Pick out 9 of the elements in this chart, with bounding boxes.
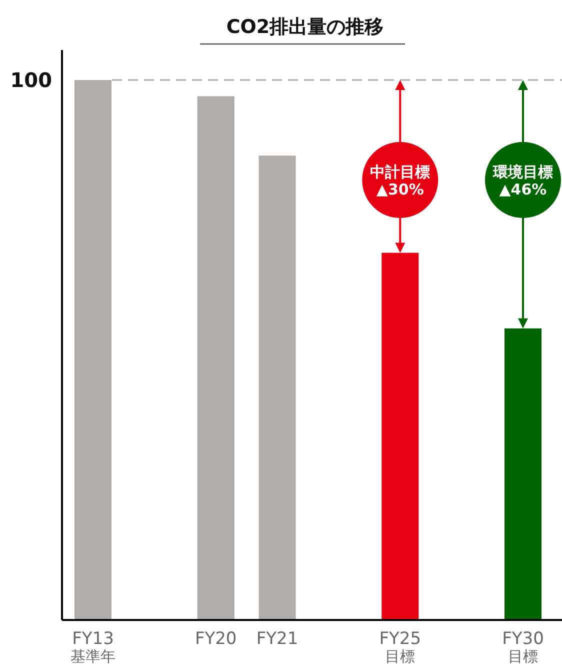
chart-title: CO2排出量の推移 xyxy=(226,16,384,38)
annotation: 中計目標 ▲30% xyxy=(370,163,430,198)
ref-line-label: 100 xyxy=(10,68,52,92)
x-tick-label: FY25 目標 xyxy=(379,629,422,666)
annotation: 環境目標 ▲46% xyxy=(492,163,553,198)
x-tick-label: FY30 目標 xyxy=(502,629,544,666)
x-tick-label: FY20 xyxy=(194,629,237,649)
x-tick-label: FY13 基準年 xyxy=(70,629,116,666)
x-tick-label: FY21 xyxy=(256,629,298,649)
